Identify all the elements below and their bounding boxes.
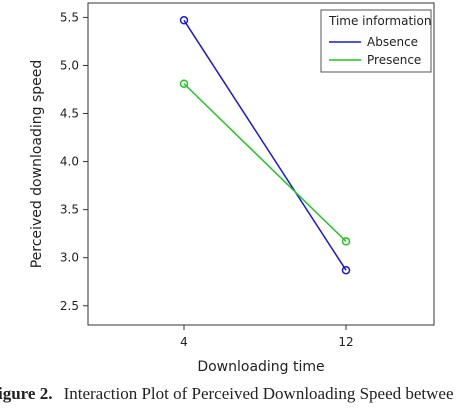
data-point-presence — [341, 237, 351, 246]
data-point-presence — [179, 79, 189, 88]
y-axis-label: Perceived downloading speed — [29, 60, 45, 269]
legend-label-presence: Presence — [367, 53, 421, 67]
y-axis-ticks: 2.5 3.0 3.5 4.0 4.5 5.0 5.5 — [60, 10, 88, 313]
y-tick-label: 5.0 — [60, 58, 79, 72]
caption-prefix: igure 2. — [0, 384, 52, 403]
legend-title: Time information — [328, 14, 431, 28]
y-tick-label: 3.5 — [60, 203, 79, 217]
legend-label-absence: Absence — [367, 35, 418, 49]
data-point-absence — [179, 16, 189, 25]
y-tick-label: 4.0 — [60, 155, 79, 169]
legend-box — [320, 9, 432, 73]
y-tick-label: 4.5 — [60, 107, 79, 121]
y-tick-label: 5.5 — [60, 10, 79, 24]
series-layer — [179, 16, 351, 275]
x-axis-label: Downloading time — [197, 359, 324, 375]
caption-text: Interaction Plot of Perceived Downloadin… — [64, 384, 454, 403]
x-tick-label: 12 — [338, 335, 353, 349]
series-line-absence — [183, 19, 347, 271]
y-tick-label: 2.5 — [60, 299, 79, 313]
legend: Time information Absence Presence — [320, 9, 432, 73]
figure-caption: igure 2. Interaction Plot of Perceived D… — [0, 384, 454, 403]
data-point-absence — [341, 265, 351, 275]
x-axis-ticks: 4 12 — [180, 325, 354, 349]
series-line-presence — [183, 83, 347, 242]
x-tick-label: 4 — [180, 335, 188, 349]
y-tick-label: 3.0 — [60, 251, 79, 265]
